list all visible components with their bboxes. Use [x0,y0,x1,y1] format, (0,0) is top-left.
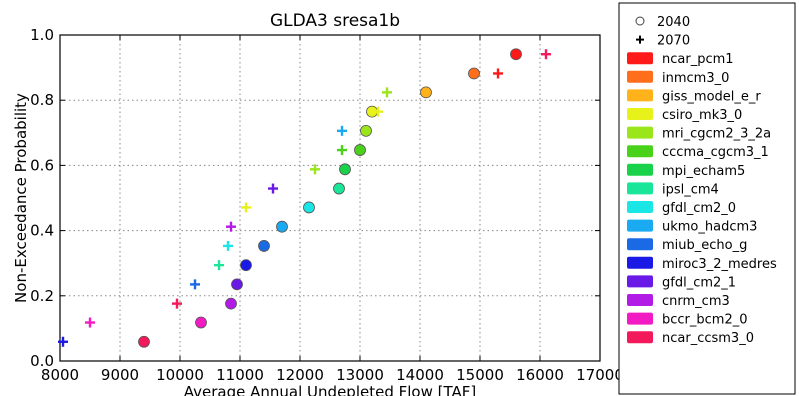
point-2070-miub_echo_g [190,279,200,290]
point-2070-cnrm_cm3 [226,221,236,232]
y-tick-label: 0.2 [30,287,54,305]
plot-frame [59,34,601,362]
y-tick-label: 0.8 [30,91,54,109]
point-2040-mpi_echam5 [339,163,351,176]
legend-swatch-csiro_mk3_0 [627,108,653,120]
point-2040-ipsl_cm4 [333,182,345,195]
y-axis-label: Non-Exceedance Probability [12,93,30,303]
x-tick-label: 8000 [41,366,79,384]
grid [60,35,600,361]
legend-swatch-miroc3_2_medres [627,256,653,269]
point-2040-bccr_bcm2_0 [195,316,207,329]
x-tick-label: 15000 [456,366,504,384]
point-2070-ipsl_cm4 [214,260,224,271]
legend-label: miroc3_2_medres [662,257,777,272]
legend-frame [618,2,796,395]
legend-swatch-bccr_bcm2_0 [627,312,653,325]
legend-label: ncar_pcm1 [662,52,734,67]
legend-swatch-ukmo_hadcm3 [627,219,653,232]
legend-label: 2070 [657,34,690,49]
legend: 2040 2070 ncar_pcm1 inmcm3_0 giss_model_e_rc… [618,2,796,395]
legend-label: mri_cgcm2_3_2a [662,127,771,142]
point-2040-cccma_cgcm3_1 [354,144,366,156]
legend-swatch-giss_model_e_r [627,89,653,102]
point-2040-gfdl_cm2_1 [231,278,243,291]
legend-label: giss_model_e_r [662,89,761,104]
legend-label: cnrm_cm3 [662,294,730,309]
y-tick-label: 0.4 [30,222,54,240]
chart-title: GLDA3 sresa1b [270,11,400,31]
x-tick-label: 17000 [576,366,624,384]
legend-label: ukmo_hadcm3 [662,220,757,235]
point-2040-mri_cgcm2_3_2a [360,124,372,137]
point-2070-ukmo_hadcm3 [337,125,347,136]
point-2070-ncar_ccsm3_0 [541,49,551,60]
legend-swatch-gfdl_cm2_1 [627,275,653,288]
point-2040-giss_model_e_r [420,86,432,99]
legend-label: ncar_ccsm3_0 [662,331,754,346]
point-2040-inmcm3_0 [468,67,480,80]
y-tick-label: 0.0 [30,352,54,370]
x-tick-label: 12000 [276,366,324,384]
legend-label: miub_echo_g [662,238,747,253]
legend-label: bccr_bcm2_0 [662,313,748,328]
point-2040-ncar_ccsm3_0 [138,335,150,348]
point-2070-mri_cgcm2_3_2a [310,164,320,175]
legend-swatch-cnrm_cm3 [627,294,653,306]
legend-swatch-ncar_ccsm3_0 [627,331,653,344]
x-tick-label: 9000 [101,366,139,384]
x-tick-label: 11000 [216,366,264,384]
point-2070-cccma_cgcm3_1 [337,145,347,156]
legend-circle-marker [635,16,645,26]
legend-swatch-ipsl_cm4 [627,182,653,195]
point-2070-csiro_mk3_0 [241,202,251,213]
legend-plus-marker [636,35,644,44]
legend-swatch-cccma_cgcm3_1 [627,145,653,158]
point-2070-mri_cgcm2_3_2a [382,87,392,98]
point-2070-bccr_bcm2_0 [85,317,95,328]
legend-swatch-mpi_echam5 [627,163,653,176]
point-2070-csiro_mk3_0 [373,106,383,117]
legend-swatch-inmcm3_0 [627,70,653,83]
point-2070-miroc3_2_medres [58,336,68,347]
x-axis-label: Average Annual Undepleted Flow [TAF] [184,383,476,396]
legend-swatch-miub_echo_g [627,238,653,251]
point-2070-ncar_ccsm3_0 [172,298,182,309]
point-2040-gfdl_cm2_0 [303,201,315,214]
legend-label: inmcm3_0 [662,71,729,86]
point-2040-miroc3_2_medres [240,259,252,272]
x-tick-label: 14000 [396,366,444,384]
legend-label: 2040 [657,15,690,30]
x-tick-label: 10000 [156,366,204,384]
y-tick-label: 1.0 [30,26,54,44]
legend-label: ipsl_cm4 [662,182,719,197]
legend-swatch-mri_cgcm2_3_2a [627,126,653,139]
legend-label: csiro_mk3_0 [662,108,742,123]
legend-label: gfdl_cm2_0 [662,201,736,216]
legend-swatch-ncar_pcm1 [627,52,653,65]
legend-label: cccma_cgcm3_1 [662,145,769,160]
point-2040-ukmo_hadcm3 [276,220,288,233]
point-2070-gfdl_cm2_0 [223,240,233,251]
point-2070-gfdl_cm2_1 [268,183,278,194]
legend-label: gfdl_cm2_1 [662,275,736,290]
point-2040-cnrm_cm3 [225,297,237,310]
point-2070-ncar_pcm1 [493,68,503,79]
data-points [58,48,551,348]
legend-swatch-gfdl_cm2_0 [627,201,653,213]
y-tick-label: 0.6 [30,156,54,174]
x-tick-label: 16000 [516,366,564,384]
x-tick-label: 13000 [336,366,384,384]
point-2040-miub_echo_g [258,240,270,252]
point-2040-ncar_pcm1 [510,48,522,61]
legend-label: mpi_echam5 [662,164,745,179]
axis-ticks: 8000 9000 10000 11000 12000 13000 14000 15000 16… [30,26,624,384]
